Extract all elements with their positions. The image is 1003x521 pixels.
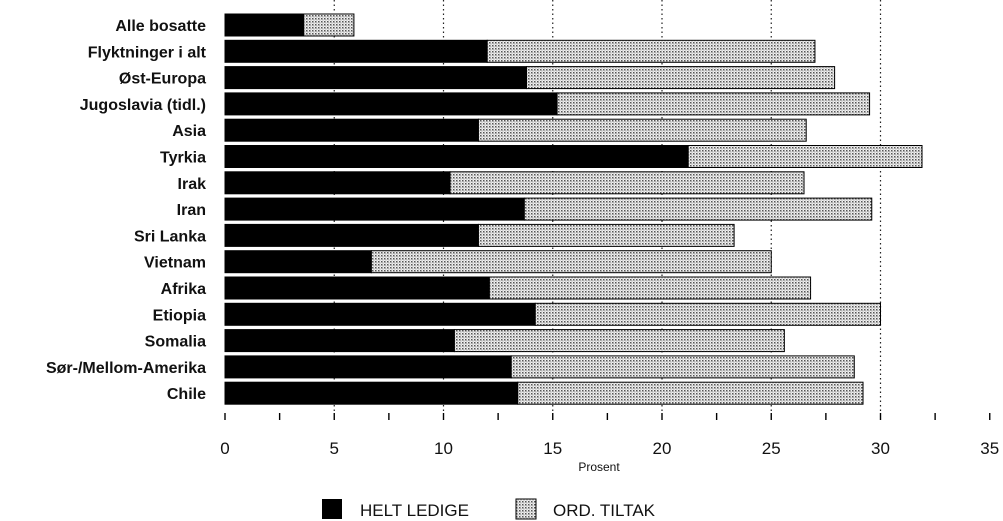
bar-helt-ledige	[224, 276, 490, 300]
bar-helt-ledige	[224, 329, 455, 353]
category-label: Somalia	[145, 334, 206, 351]
bar-ord-tiltak	[534, 302, 882, 326]
x-tick-label: 20	[653, 439, 672, 458]
category-labels: Alle bosatte Flyktninger i alt Øst-Europa J…	[46, 18, 207, 403]
bar-helt-ledige	[224, 171, 451, 195]
x-tick-label: 35	[980, 439, 999, 458]
x-tick-label: 5	[330, 439, 339, 458]
bar-helt-ledige	[224, 39, 488, 63]
legend-label-ord-tiltak: ORD. TILTAK	[553, 501, 656, 520]
bar-ord-tiltak	[370, 250, 772, 274]
category-label: Chile	[167, 386, 206, 403]
bar-ord-tiltak	[556, 92, 871, 116]
bar-ord-tiltak	[523, 197, 873, 221]
category-label: Tyrkia	[160, 150, 206, 167]
legend-label-helt-ledige: HELT LEDIGE	[360, 501, 469, 520]
bar-helt-ledige	[224, 92, 558, 116]
bar-ord-tiltak	[477, 223, 735, 247]
bar-ord-tiltak	[510, 355, 855, 379]
x-axis: 0 5 10 15 20 25 30 35	[220, 413, 999, 458]
bar-helt-ledige	[224, 223, 479, 247]
bar-helt-ledige	[224, 118, 479, 142]
category-label: Flyktninger i alt	[88, 44, 207, 61]
category-label: Etiopia	[153, 307, 206, 324]
x-tick-label: 15	[543, 439, 562, 458]
category-label: Afrika	[161, 281, 206, 298]
bar-helt-ledige	[224, 302, 536, 326]
bar-helt-ledige	[224, 145, 689, 168]
bar-ord-tiltak	[477, 118, 807, 142]
bar-ord-tiltak	[517, 381, 864, 405]
legend-swatch-helt-ledige	[322, 499, 342, 519]
category-label: Iran	[177, 202, 206, 219]
category-label: Sør-/Mellom-Amerika	[46, 360, 206, 377]
bar-ord-tiltak	[449, 171, 805, 195]
bar-helt-ledige	[224, 66, 528, 90]
bar-helt-ledige	[224, 250, 372, 274]
bar-ord-tiltak	[526, 66, 836, 90]
bar-ord-tiltak	[687, 145, 923, 168]
x-tick-label: 30	[871, 439, 890, 458]
category-label: Vietnam	[144, 255, 206, 272]
bar-ord-tiltak	[453, 329, 785, 353]
category-label: Jugoslavia (tidl.)	[80, 97, 206, 114]
x-tick-label: 25	[762, 439, 781, 458]
x-tick-label: 0	[220, 439, 229, 458]
category-label: Alle bosatte	[115, 18, 206, 35]
x-axis-title: Prosent	[578, 460, 620, 474]
bar-helt-ledige	[224, 355, 512, 379]
legend-swatch-ord-tiltak	[515, 498, 537, 520]
category-label: Sri Lanka	[134, 228, 206, 245]
bar-helt-ledige	[224, 13, 305, 37]
category-label: Asia	[172, 123, 206, 140]
bars	[224, 13, 923, 405]
bar-helt-ledige	[224, 197, 525, 221]
x-tick-label: 10	[434, 439, 453, 458]
bar-helt-ledige	[224, 381, 519, 405]
category-label: Øst-Europa	[119, 71, 206, 88]
bar-ord-tiltak	[303, 13, 355, 37]
bar-ord-tiltak	[486, 39, 816, 63]
legend: HELT LEDIGE ORD. TILTAK	[322, 498, 656, 520]
category-label: Irak	[178, 176, 207, 193]
bar-ord-tiltak	[488, 276, 812, 300]
